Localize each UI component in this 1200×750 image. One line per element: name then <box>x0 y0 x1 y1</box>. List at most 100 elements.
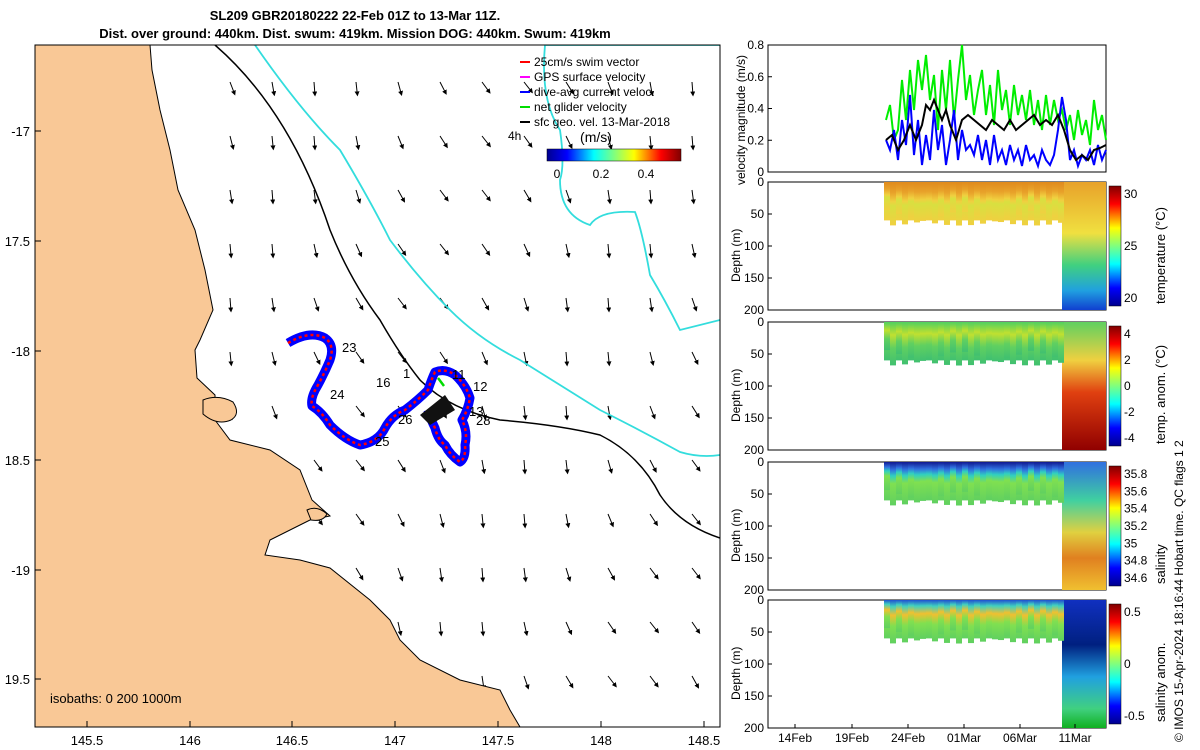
section-data-column <box>902 182 908 225</box>
surface-velocity-arrow <box>270 135 276 151</box>
chart-title-line1: SL209 GBR20180222 22-Feb 01Z to 13-Mar 1… <box>209 8 501 23</box>
map-y-tick-label: -17 <box>11 124 30 139</box>
surface-velocity-arrow <box>649 675 659 688</box>
map-x-tick-label: 145.5 <box>71 733 104 748</box>
section-data-column <box>998 182 1004 223</box>
section-data-column <box>890 600 896 644</box>
section-colorbar-label: salinity <box>1153 544 1168 584</box>
section-data-column <box>926 322 932 360</box>
speed-colorbar-ticks: 0 0.2 0.4 <box>554 167 655 181</box>
surface-velocity-arrow <box>607 513 614 528</box>
surface-velocity-arrow <box>649 351 655 367</box>
section-data-column <box>1016 462 1022 495</box>
section-data-column <box>1058 322 1064 363</box>
surface-velocity-arrow <box>564 459 570 475</box>
surface-velocity-arrow <box>313 459 323 472</box>
speed-colorbar <box>546 148 682 162</box>
surface-velocity-arrow <box>312 81 318 97</box>
surface-velocity-arrow <box>690 81 696 97</box>
section-data-column <box>956 182 962 226</box>
track-day-label: 24 <box>330 387 344 402</box>
section-data-deep <box>1062 600 1106 728</box>
section-data-column <box>1016 600 1022 633</box>
section-colorbar-tick: 0.5 <box>1124 605 1141 619</box>
section-data-column <box>968 462 974 506</box>
velocity-y-tick-label: 0.8 <box>747 38 764 52</box>
surface-velocity-arrow <box>565 81 574 95</box>
section-colorbar-tick: -4 <box>1124 431 1135 445</box>
section-data-column <box>914 182 920 223</box>
surface-velocity-arrow <box>355 459 365 472</box>
legend-entry: net glider velocity <box>534 100 627 114</box>
colorbar-unit-label: (m/s) <box>580 129 612 145</box>
section-data-column <box>938 462 944 497</box>
surface-velocity-arrow <box>438 567 444 583</box>
section-data-column <box>1004 600 1010 637</box>
isobath-200m <box>214 45 720 539</box>
section-colorbar-tick: -0.5 <box>1124 709 1145 723</box>
depth-tick-label: 200 <box>744 443 764 457</box>
section-data-column <box>950 600 956 631</box>
legend-entry: sfc geo. vel. 13-Mar-2018 <box>534 115 670 129</box>
section-data-column <box>1010 322 1016 365</box>
surface-velocity-arrow <box>691 567 701 580</box>
section-data-column <box>1022 600 1028 644</box>
chart-title-line2: Dist. over ground: 440km. Dist. swum: 41… <box>99 26 611 41</box>
smoothed-velocity-line <box>885 97 1107 162</box>
section-data-column <box>974 462 980 496</box>
velocity-y-tick-label: 0.6 <box>747 70 764 84</box>
time-tick-label: 14Feb <box>778 731 812 745</box>
surface-velocity-arrow <box>690 189 696 205</box>
isobath-legend: isobaths: 0 200 1000m <box>50 691 182 706</box>
surface-velocity-arrow <box>271 81 277 97</box>
surface-velocity-arrow <box>565 513 571 529</box>
section-data-column <box>1004 322 1010 359</box>
section-data-column <box>974 182 980 216</box>
depth-axis-label: Depth (m) <box>729 229 743 282</box>
surface-velocity-arrow <box>481 135 491 148</box>
surface-velocity-arrow <box>523 81 533 94</box>
section-data-column <box>1010 182 1016 225</box>
section-data-column <box>1058 462 1064 503</box>
map-x-axis: 145.5 146 146.5 147 147.5 148 148.5 <box>71 721 721 748</box>
section-data-column <box>920 182 926 221</box>
depth-tick-label: 100 <box>744 379 764 393</box>
map-x-tick-label: 148.5 <box>688 733 721 748</box>
section-colorbar-label: temperature (°C) <box>1153 207 1168 304</box>
section-data-column <box>986 600 992 638</box>
depth-tick-label: 0 <box>757 175 764 189</box>
section-data-column <box>914 462 920 503</box>
section-data-column <box>908 600 914 636</box>
speed-colorbar-tick: 0.2 <box>593 167 610 181</box>
section-data-column <box>1034 322 1040 366</box>
section-data-column <box>896 182 902 215</box>
surface-velocity-arrow <box>355 405 365 418</box>
surface-velocity-arrow <box>648 189 654 205</box>
section-data-column <box>980 322 986 364</box>
surface-velocity-arrow <box>522 459 528 475</box>
surface-velocity-arrow <box>565 135 573 150</box>
surface-velocity-arrow <box>691 675 700 689</box>
surface-velocity-arrow <box>481 189 491 202</box>
colorbar-side-label: 4h <box>508 129 521 143</box>
section-data-column <box>938 182 944 217</box>
depth-tick-label: 150 <box>744 689 764 703</box>
depth-tick-label: 50 <box>751 347 765 361</box>
surface-velocity-arrow <box>523 675 530 690</box>
section-data-column <box>1058 600 1064 641</box>
section-data-column <box>962 322 968 352</box>
section-data-column <box>902 462 908 505</box>
surface-velocity-arrow <box>229 135 235 151</box>
velocity-y-tick-label: 0.4 <box>747 102 764 116</box>
surface-velocity-arrow <box>648 135 654 151</box>
track-day-label: 16 <box>376 375 390 390</box>
surface-velocity-arrow <box>355 351 365 364</box>
surface-velocity-arrow <box>606 189 612 205</box>
time-tick-label: 01Mar <box>947 731 981 745</box>
time-tick-label: 06Mar <box>1003 731 1037 745</box>
section-data-column <box>992 182 998 222</box>
surface-velocity-arrow <box>649 405 656 420</box>
section-data-column <box>938 600 944 635</box>
depth-tick-label: 150 <box>744 271 764 285</box>
